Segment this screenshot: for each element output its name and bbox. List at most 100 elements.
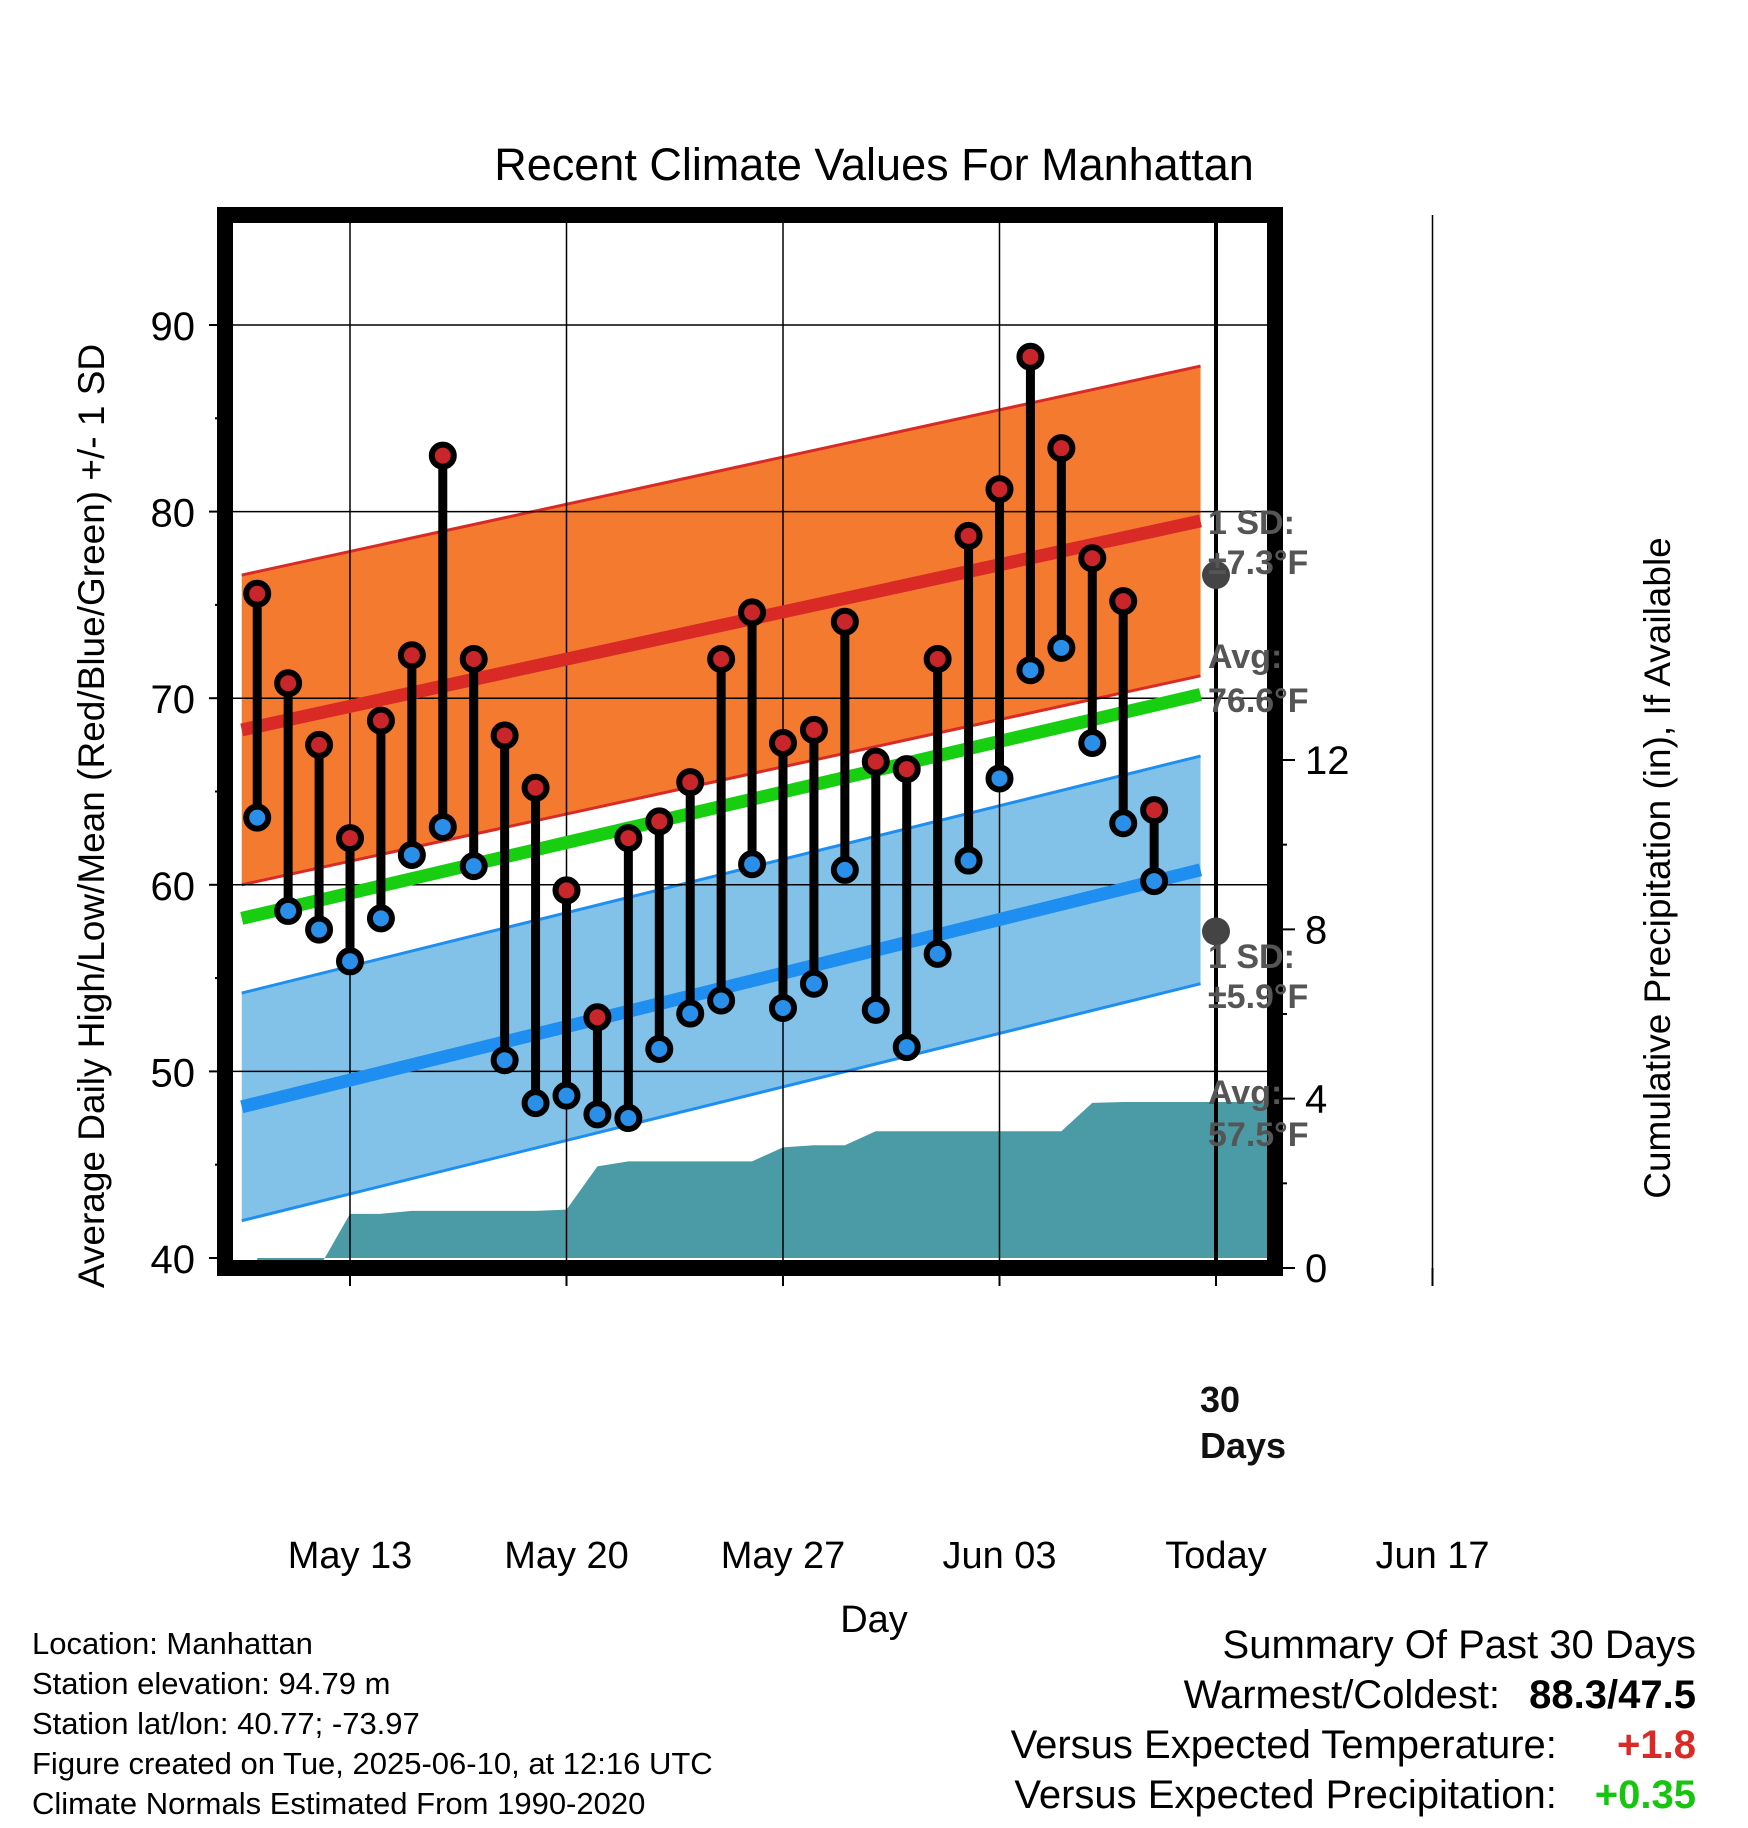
x-axis-label: Day bbox=[840, 1599, 908, 1641]
low-dot-19 bbox=[521, 1089, 550, 1118]
high-dot-39 bbox=[1140, 796, 1169, 825]
low-dot-16 bbox=[428, 812, 457, 841]
high-dot-19 bbox=[521, 773, 550, 802]
low-dot-27 bbox=[769, 993, 797, 1022]
station-latlon: Station lat/lon: 40.77; -73.97 bbox=[32, 1706, 420, 1741]
low-sd-band-lower-edge bbox=[241, 982, 1201, 1223]
high-dot-25 bbox=[707, 645, 736, 674]
y2-tick-label: 4 bbox=[1305, 1078, 1327, 1122]
low-dot-34 bbox=[985, 764, 1014, 793]
x-tick-label: Jun 17 bbox=[1375, 1535, 1489, 1577]
low-dot-30 bbox=[861, 995, 890, 1024]
low-dot-39 bbox=[1140, 867, 1169, 896]
high-dot-32 bbox=[923, 645, 952, 674]
high-sd-value: ±7.3°F bbox=[1208, 544, 1308, 582]
high-dot-31 bbox=[892, 755, 921, 784]
low-dot-36 bbox=[1047, 633, 1076, 662]
high-dot-14 bbox=[366, 706, 395, 735]
y-tick-label: 60 bbox=[151, 865, 196, 909]
y-tick-label: 90 bbox=[151, 305, 196, 349]
warm-cold-value: 88.3/47.5 bbox=[1529, 1673, 1696, 1717]
low-dot-11 bbox=[274, 896, 303, 925]
normal-high-line bbox=[240, 514, 1202, 737]
x-tick-label: May 13 bbox=[288, 1535, 413, 1577]
low-dot-12 bbox=[305, 915, 334, 944]
low-dot-22 bbox=[614, 1104, 643, 1133]
band-annotations: 1 SD: ±7.3°F Avg: 76.6°F 1 SD: ±5.9°F Av… bbox=[1208, 504, 1309, 1154]
low-avg-label: Avg: bbox=[1208, 1074, 1282, 1112]
today-high-avg-dot bbox=[1202, 561, 1230, 590]
today-annotation: 30 Days bbox=[1200, 1379, 1286, 1466]
low-dot-37 bbox=[1078, 728, 1107, 757]
high-dot-17 bbox=[459, 645, 488, 674]
low-avg-value: 57.5°F bbox=[1208, 1116, 1309, 1154]
high-sd-label: 1 SD: bbox=[1208, 504, 1295, 542]
precip-area bbox=[257, 1102, 1267, 1268]
low-dot-21 bbox=[583, 1100, 612, 1129]
daily-range-bars bbox=[243, 342, 1169, 1133]
high-avg-value: 76.6°F bbox=[1208, 682, 1309, 720]
high-sd-band-upper-edge bbox=[241, 364, 1201, 577]
chart-title: Recent Climate Values For Manhattan bbox=[494, 139, 1254, 190]
y2-tick-label: 8 bbox=[1305, 908, 1327, 952]
high-dot-26 bbox=[738, 598, 767, 627]
high-dot-21 bbox=[583, 1003, 612, 1032]
y-axis-label: Average Daily High/Low/Mean (Red/Blue/Gr… bbox=[71, 344, 112, 1288]
low-dot-32 bbox=[923, 939, 952, 968]
low-dot-33 bbox=[954, 846, 983, 875]
high-dot-35 bbox=[1016, 342, 1045, 371]
high-dot-16 bbox=[428, 441, 457, 470]
high-dot-36 bbox=[1047, 434, 1076, 463]
high-dot-18 bbox=[490, 721, 519, 750]
high-dot-13 bbox=[336, 824, 364, 853]
high-dot-33 bbox=[954, 521, 983, 550]
y-tick-label: 70 bbox=[151, 678, 196, 722]
precip-vs-expected-label: Versus Expected Precipitation: bbox=[1014, 1773, 1557, 1817]
low-dot-17 bbox=[459, 852, 488, 881]
low-dot-13 bbox=[336, 947, 364, 976]
summary-heading: Summary Of Past 30 Days bbox=[1222, 1623, 1696, 1667]
high-dot-11 bbox=[274, 669, 303, 698]
high-dot-34 bbox=[985, 475, 1014, 504]
y-tick-label: 50 bbox=[151, 1051, 196, 1095]
low-dot-24 bbox=[676, 999, 705, 1028]
today-marker bbox=[1202, 215, 1230, 1268]
today-days-word: Days bbox=[1200, 1425, 1286, 1466]
high-dot-24 bbox=[676, 768, 705, 797]
y-tick-label: 80 bbox=[151, 492, 196, 536]
low-dot-23 bbox=[645, 1035, 674, 1064]
low-dot-25 bbox=[707, 986, 736, 1015]
y-tick-label: 40 bbox=[151, 1238, 196, 1282]
low-dot-14 bbox=[366, 904, 395, 933]
temp-vs-expected-label: Versus Expected Temperature: bbox=[1010, 1723, 1557, 1767]
high-dot-20 bbox=[552, 876, 581, 905]
summary-panel: Summary Of Past 30 Days Warmest/Coldest:… bbox=[1011, 1620, 1696, 1820]
high-dot-30 bbox=[861, 747, 890, 776]
x-tick-label: May 20 bbox=[504, 1535, 629, 1577]
x-tick-label: Today bbox=[1165, 1535, 1266, 1577]
summary-precip-row: Versus Expected Precipitation: +0.35 bbox=[1011, 1770, 1696, 1820]
y2-tick-label: 12 bbox=[1305, 739, 1350, 783]
high-dot-27 bbox=[769, 728, 797, 757]
cumulative-precip-area bbox=[257, 1102, 1267, 1268]
low-dot-26 bbox=[738, 850, 767, 879]
figure-created: Figure created on Tue, 2025-06-10, at 12… bbox=[32, 1746, 713, 1781]
low-dot-15 bbox=[397, 840, 426, 869]
high-dot-10 bbox=[243, 579, 272, 608]
warm-cold-label: Warmest/Coldest: bbox=[1183, 1673, 1501, 1717]
low-sd-value: ±5.9°F bbox=[1208, 978, 1308, 1016]
low-dot-20 bbox=[552, 1081, 581, 1110]
low-dot-10 bbox=[243, 803, 272, 832]
low-dot-35 bbox=[1016, 656, 1045, 685]
plot-frame bbox=[217, 207, 1283, 1276]
x-tick-label: Jun 03 bbox=[942, 1535, 1056, 1577]
station-location: Location: Manhattan bbox=[32, 1626, 313, 1661]
low-dot-38 bbox=[1109, 809, 1138, 838]
high-dot-28 bbox=[799, 715, 828, 744]
low-dot-28 bbox=[799, 969, 828, 998]
normals-period: Climate Normals Estimated From 1990-2020 bbox=[32, 1786, 646, 1821]
precip-vs-expected-value: +0.35 bbox=[1594, 1773, 1696, 1817]
low-dot-18 bbox=[490, 1046, 519, 1075]
summary-temp-row: Versus Expected Temperature: +1.8 bbox=[1011, 1720, 1696, 1770]
